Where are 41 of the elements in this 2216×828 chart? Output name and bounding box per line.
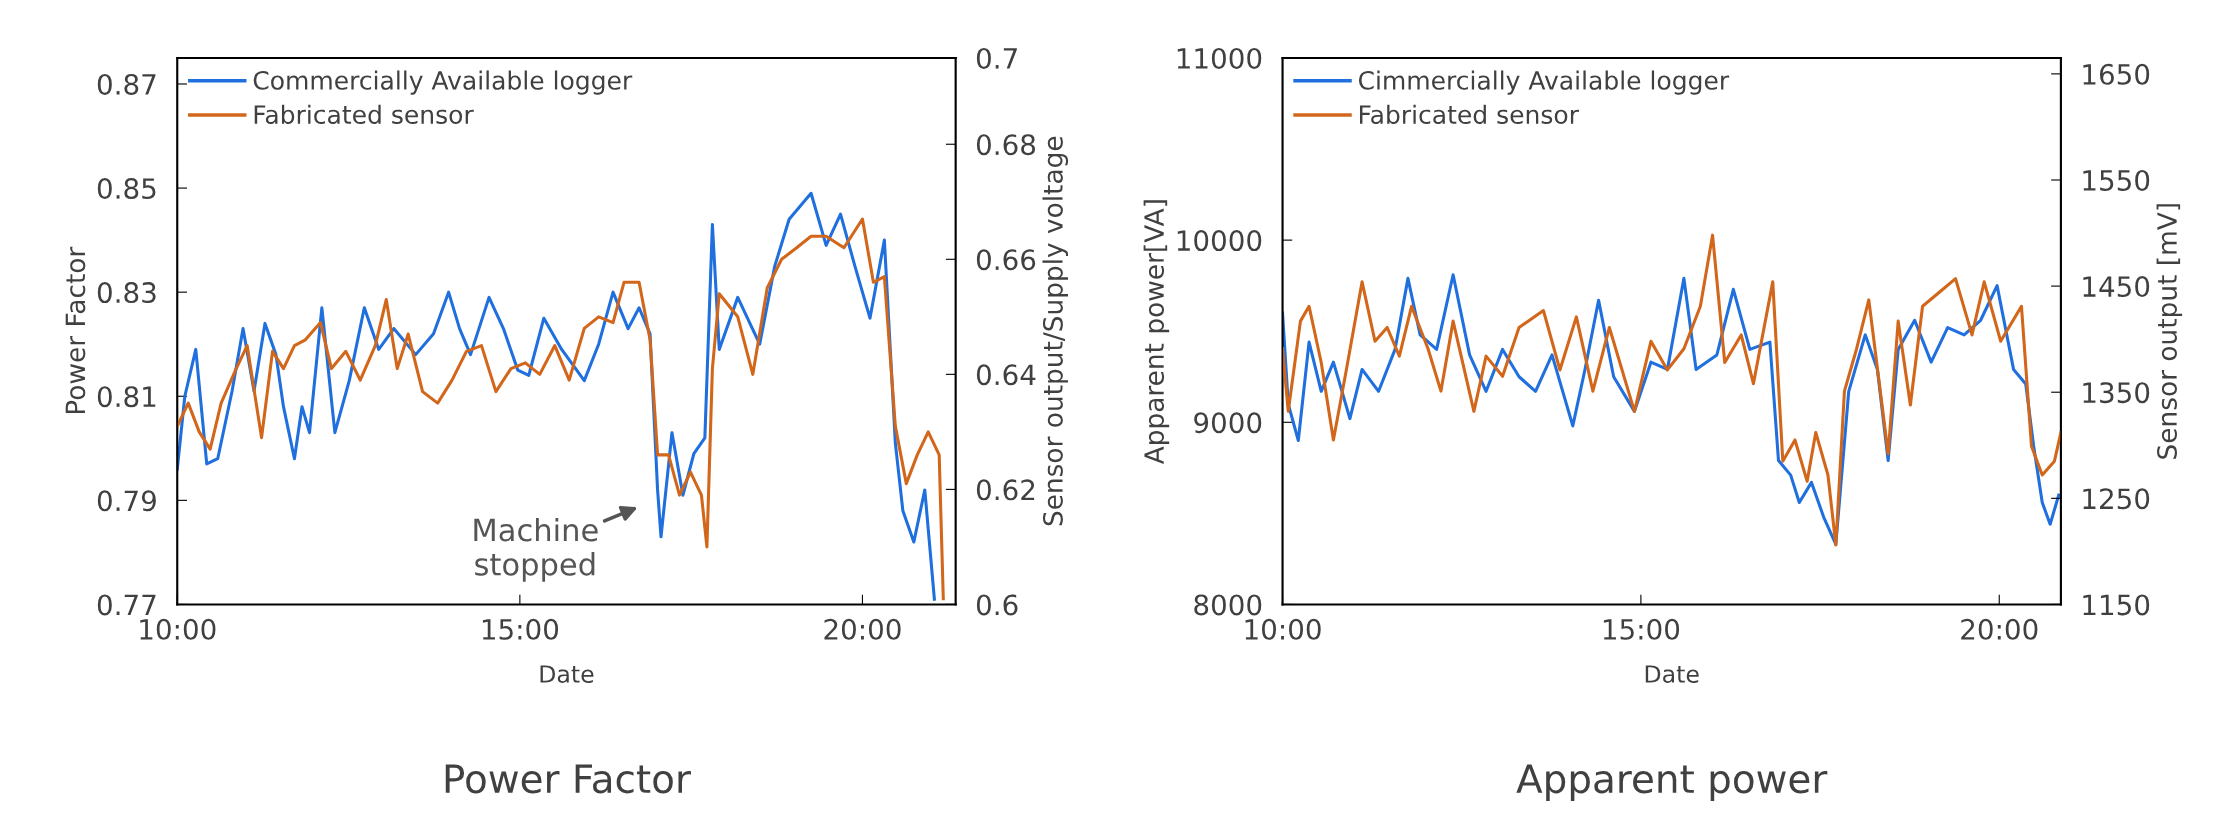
legend-label: Commercially Available logger — [253, 70, 633, 95]
y-tick-label: 0.83 — [97, 282, 156, 304]
y-axis-title: Apparent power[VA] — [1143, 200, 1170, 465]
x-axis-title: Date — [540, 665, 594, 683]
y2-tick-label: 1650 — [2083, 63, 2150, 85]
y2-tick-label: 0.6 — [976, 594, 1018, 616]
y2-tick-label: 0.64 — [976, 364, 1036, 386]
x-tick-label: 15:00 — [482, 618, 559, 640]
y-tick-label: 0.77 — [97, 594, 156, 616]
y-tick-label: 10000 — [1177, 230, 1262, 252]
y2-axis-title: Sensor output/Supply voltage — [1042, 136, 1069, 526]
y2-tick-label: 1450 — [2083, 276, 2150, 298]
text: Power Factor — [445, 764, 691, 794]
y-tick-label: 0.87 — [97, 73, 156, 95]
x-tick-label: 10:00 — [140, 618, 216, 640]
annotation: Machine stopped — [474, 517, 598, 582]
y-tick-label: 0.79 — [97, 490, 156, 512]
y2-tick-label: 1350 — [2083, 382, 2150, 404]
y-tick-label: 0.81 — [97, 386, 156, 408]
text: Apparent power — [1516, 764, 1828, 801]
y2-tick-label: 0.66 — [976, 249, 1036, 271]
y2-tick-label: 1250 — [2083, 488, 2150, 510]
legend-label: Fabricated sensor — [254, 104, 474, 125]
x-tick-label: 20:00 — [824, 618, 901, 640]
x-tick-label: 10:00 — [1245, 618, 1321, 640]
legend-label: Cimmercially Available logger — [1358, 70, 1730, 95]
y2-tick-label: 0.62 — [976, 479, 1035, 501]
y2-tick-label: 1150 — [2083, 594, 2150, 616]
y-tick-label: 11000 — [1177, 47, 1262, 69]
legend-label: Fabricated sensor — [1359, 104, 1579, 125]
x-axis-title: Date — [1645, 665, 1699, 683]
x-tick-label: 20:00 — [1961, 618, 2038, 640]
y-tick-label: 9000 — [1194, 412, 1262, 434]
x-tick-label: 15:00 — [1603, 618, 1680, 640]
y2-tick-label: 0.68 — [976, 134, 1036, 156]
y2-tick-label: 1550 — [2083, 169, 2150, 191]
y-axis-title: Power Factor — [65, 246, 86, 414]
y2-tick-label: 0.7 — [976, 47, 1017, 69]
y-tick-label: 0.85 — [97, 178, 156, 200]
y2-axis-title: Sensor output [mV] — [2156, 204, 2183, 459]
y-tick-label: 8000 — [1194, 594, 1262, 616]
